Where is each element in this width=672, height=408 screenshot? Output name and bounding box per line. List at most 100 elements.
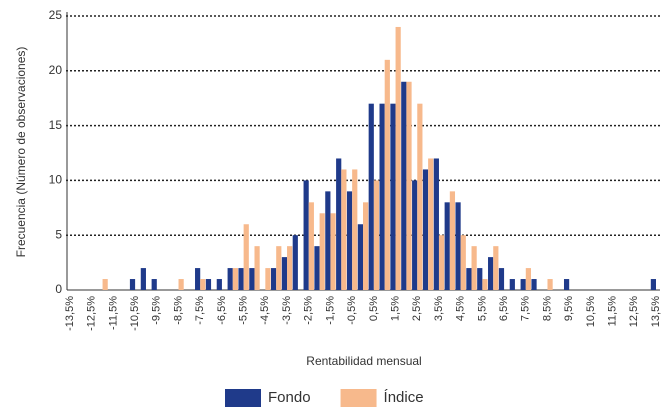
x-tick-label: -11,5% — [107, 296, 119, 330]
bar — [195, 268, 201, 290]
bar — [520, 279, 526, 290]
x-tick-label: 12,5% — [628, 296, 640, 327]
y-tick-label: 5 — [55, 227, 62, 241]
bar — [287, 246, 293, 290]
y-axis-title: Frecuencia (Número de observaciones) — [14, 47, 28, 258]
bar — [330, 213, 336, 290]
bar — [303, 180, 309, 290]
x-tick-label: 6,5% — [498, 296, 510, 321]
y-tick-label: 10 — [49, 173, 63, 187]
x-tick-label: 13,5% — [650, 296, 662, 327]
x-tick-label: -7,5% — [194, 296, 206, 325]
bar — [314, 246, 320, 290]
bar — [254, 246, 260, 290]
bar — [129, 279, 136, 290]
x-tick-label: 0,5% — [368, 296, 380, 321]
bar — [428, 158, 434, 290]
bar — [390, 103, 396, 291]
legend-label: Índice — [384, 389, 424, 406]
x-tick-label: 8,5% — [541, 296, 553, 321]
bar — [357, 224, 363, 290]
bar — [281, 257, 288, 290]
bar — [352, 169, 358, 290]
bar — [493, 246, 499, 290]
bar — [178, 279, 184, 290]
bar — [336, 158, 342, 290]
bar — [482, 279, 488, 290]
bar — [308, 202, 314, 290]
legend-swatch — [340, 389, 377, 407]
bar — [444, 202, 450, 290]
bar — [509, 279, 515, 290]
y-tick-label: 25 — [49, 8, 63, 22]
bar — [412, 180, 418, 290]
bar — [406, 81, 412, 290]
bar — [238, 268, 244, 290]
x-tick-label: -12,5% — [86, 296, 98, 331]
x-tick-label: 9,5% — [563, 296, 575, 321]
x-tick-label: -2,5% — [303, 296, 315, 325]
bar — [363, 202, 369, 290]
bar — [525, 268, 531, 290]
bar — [455, 202, 461, 290]
bar — [346, 191, 353, 290]
bar — [200, 279, 206, 290]
bar — [216, 279, 222, 290]
x-tick-label: 4,5% — [455, 296, 467, 321]
y-tick-label: 15 — [49, 118, 63, 132]
bar — [319, 213, 325, 290]
bar — [325, 191, 331, 290]
x-tick-label: -6,5% — [216, 296, 228, 325]
bar — [488, 257, 494, 290]
bar — [232, 268, 238, 290]
x-tick-label: 10,5% — [585, 296, 597, 327]
bar — [265, 268, 271, 290]
bar — [498, 268, 505, 290]
bar — [422, 169, 429, 290]
x-tick-label: 3,5% — [433, 296, 445, 321]
bar — [205, 279, 212, 290]
bar — [243, 224, 249, 290]
bar — [292, 235, 298, 290]
bar — [249, 268, 255, 290]
x-axis-title: Rentabilidad mensual — [306, 354, 421, 368]
bar — [368, 103, 374, 291]
x-tick-label: -8,5% — [172, 296, 184, 325]
x-tick-label: -9,5% — [151, 296, 163, 325]
x-tick-label: -5,5% — [238, 296, 250, 325]
bar — [395, 26, 401, 291]
bar — [547, 279, 553, 290]
bar — [276, 246, 282, 290]
bar — [270, 268, 277, 290]
bar — [401, 81, 407, 290]
bar — [466, 268, 472, 290]
bar — [102, 279, 108, 290]
bar — [460, 235, 466, 290]
bar — [471, 246, 477, 290]
bar — [477, 268, 483, 290]
x-tick-label: 1,5% — [389, 296, 401, 321]
x-tick-label: 5,5% — [476, 296, 488, 321]
y-tick-label: 0 — [55, 282, 62, 296]
bar — [373, 180, 380, 290]
bar — [438, 235, 445, 290]
legend-label: Fondo — [268, 389, 311, 406]
x-tick-label: 11,5% — [606, 296, 618, 327]
legend-swatch — [225, 389, 261, 407]
x-tick-label: -4,5% — [259, 296, 271, 325]
bar — [449, 191, 456, 290]
x-tick-label: 7,5% — [520, 296, 532, 321]
bar — [650, 279, 656, 290]
bar — [531, 279, 537, 290]
bar — [563, 279, 570, 290]
bar — [151, 279, 157, 290]
bar — [379, 103, 385, 291]
bar — [417, 103, 423, 291]
y-tick-label: 20 — [49, 63, 63, 77]
x-tick-label: -3,5% — [281, 296, 293, 325]
bar — [140, 268, 146, 290]
bar — [227, 268, 233, 290]
bar — [341, 169, 347, 290]
x-tick-label: 2,5% — [411, 296, 423, 321]
